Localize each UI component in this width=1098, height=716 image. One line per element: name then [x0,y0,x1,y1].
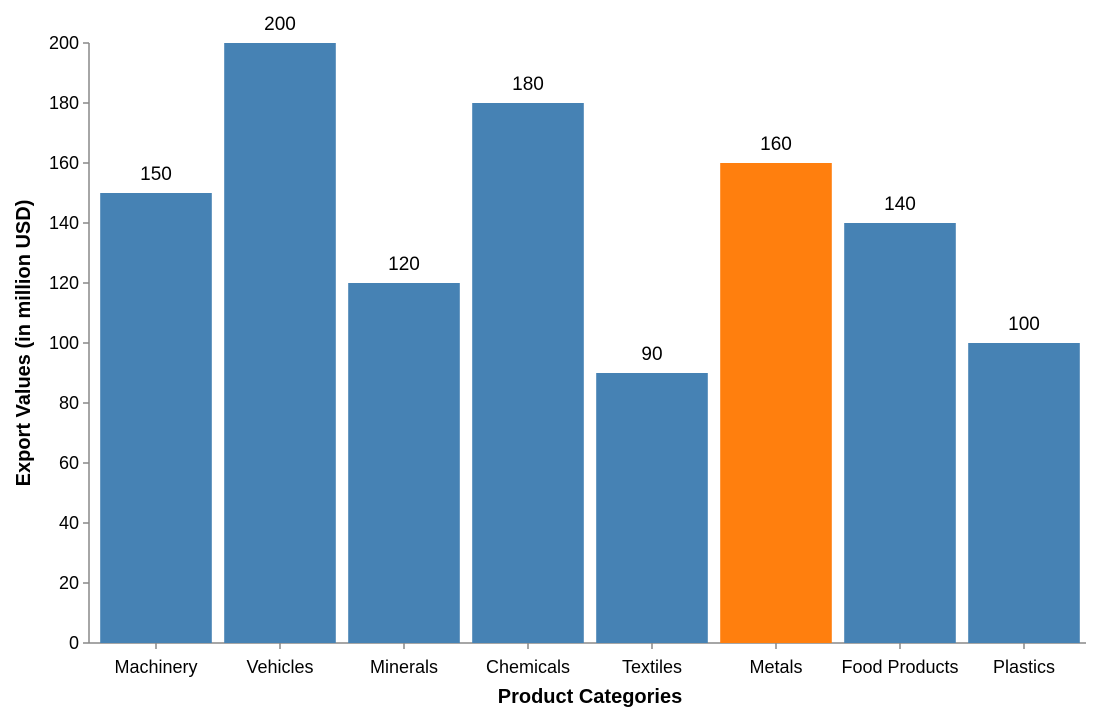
data-label: 200 [264,14,296,35]
bar-textiles[interactable] [596,373,708,643]
data-label: 120 [388,254,420,275]
bar-vehicles[interactable] [224,43,336,643]
data-label: 90 [641,344,662,365]
bar-plastics[interactable] [968,343,1080,643]
y-tick-label: 80 [59,393,79,413]
bar-food-products[interactable] [844,223,956,643]
bar-machinery[interactable] [100,193,212,643]
y-tick-label: 100 [49,333,79,353]
data-label: 160 [760,134,792,155]
y-tick-label: 20 [59,573,79,593]
bars-group [100,43,1080,643]
y-tick-label: 160 [49,153,79,173]
x-tick-label: Machinery [114,657,197,677]
y-tick-label: 40 [59,513,79,533]
data-label: 140 [884,194,916,215]
y-axis-title: Export Values (in million USD) [13,200,35,487]
y-tick-label: 120 [49,273,79,293]
y-tick-label: 0 [69,633,79,653]
data-label: 150 [140,164,172,185]
x-axis: Machinery Vehicles Minerals Chemicals Textil… [89,642,1086,677]
x-tick-label: Vehicles [246,657,313,677]
x-tick-label: Metals [749,657,802,677]
y-axis: 0 20 40 60 80 100 120 140 160 180 200 [49,33,90,653]
bar-chemicals[interactable] [472,103,584,643]
y-tick-label: 200 [49,33,79,53]
x-axis-title: Product Categories [498,686,682,708]
data-labels-group: 150 200 120 180 90 160 140 100 [140,14,1040,365]
y-tick-label: 180 [49,93,79,113]
data-label: 180 [512,74,544,95]
data-label: 100 [1008,314,1040,335]
x-tick-label: Minerals [370,657,438,677]
y-tick-label: 140 [49,213,79,233]
x-tick-label: Plastics [993,657,1055,677]
x-tick-label: Chemicals [486,657,570,677]
x-tick-label: Textiles [622,657,682,677]
bar-minerals[interactable] [348,283,460,643]
x-tick-label: Food Products [841,657,958,677]
bar-metals[interactable] [720,163,832,643]
y-tick-label: 60 [59,453,79,473]
